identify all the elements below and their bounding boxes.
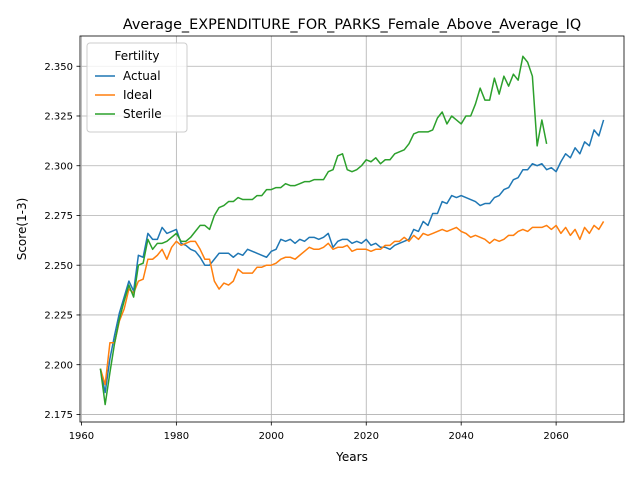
legend-label-actual: Actual <box>123 69 161 83</box>
y-tick-label: 2.200 <box>44 360 73 371</box>
y-tick-label: 2.225 <box>44 311 73 322</box>
legend-label-ideal: Ideal <box>123 88 152 102</box>
x-tick-label: 1980 <box>164 431 189 442</box>
y-tick-label: 2.175 <box>44 410 73 421</box>
x-tick-label: 1960 <box>69 431 94 442</box>
legend: Fertility Actual Ideal Sterile <box>87 43 187 132</box>
series-line-actual <box>100 120 603 393</box>
y-tick-label: 2.300 <box>44 161 73 172</box>
x-tick-label: 2000 <box>259 431 284 442</box>
x-tick-label: 2060 <box>543 431 568 442</box>
legend-title: Fertility <box>114 49 159 63</box>
legend-label-sterile: Sterile <box>123 107 162 121</box>
y-tick-label: 2.325 <box>44 112 73 123</box>
x-axis-label: Years <box>335 450 368 464</box>
y-axis-label: Score(1-3) <box>15 198 29 261</box>
y-tick-label: 2.275 <box>44 211 73 222</box>
chart-title: Average_EXPENDITURE_FOR_PARKS_Female_Abo… <box>123 17 581 33</box>
x-tick-label: 2040 <box>448 431 473 442</box>
y-tick-label: 2.250 <box>44 261 73 272</box>
series-line-ideal <box>100 221 603 384</box>
x-tick-label: 2020 <box>354 431 379 442</box>
y-tick-label: 2.350 <box>44 62 73 73</box>
